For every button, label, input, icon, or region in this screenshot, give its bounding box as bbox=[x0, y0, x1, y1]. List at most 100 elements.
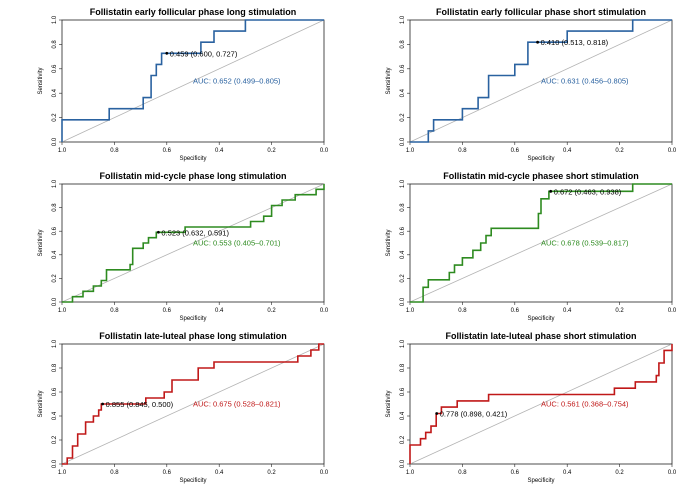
reference-diagonal bbox=[61, 19, 325, 143]
reference-diagonal bbox=[61, 343, 325, 465]
plot-frame bbox=[409, 19, 673, 143]
roc-curve-line bbox=[409, 344, 673, 464]
threshold-label: 0.410 (0.513, 0.818) bbox=[541, 38, 609, 47]
x-axis-label: Specificity bbox=[527, 316, 554, 322]
x-tick-label: 0.4 bbox=[563, 308, 572, 314]
y-tick-label: 0.6 bbox=[400, 226, 406, 235]
chart-title: Follistatin early follicular phase short… bbox=[436, 7, 646, 17]
y-tick-label: 0.2 bbox=[52, 113, 58, 122]
x-tick-label: 0.0 bbox=[668, 470, 677, 476]
reference-diagonal bbox=[409, 343, 673, 465]
x-tick-label: 0.2 bbox=[267, 308, 276, 314]
x-tick-label: 1.0 bbox=[58, 308, 67, 314]
roc-panel-2: Follistatin early follicular phase short… bbox=[386, 7, 677, 162]
x-tick-label: 0.6 bbox=[163, 470, 172, 476]
roc-panel-1: Follistatin early follicular phase long … bbox=[38, 7, 329, 162]
y-tick-label: 1.0 bbox=[52, 15, 58, 24]
chart-title: Follistatin late-luteal phase short stim… bbox=[445, 331, 636, 341]
y-tick-label: 0.4 bbox=[400, 88, 406, 97]
x-tick-label: 0.8 bbox=[458, 308, 467, 314]
threshold-point bbox=[157, 230, 160, 234]
threshold-label: 0.855 (0.845, 0.500) bbox=[106, 400, 174, 409]
x-tick-label: 0.6 bbox=[163, 308, 172, 314]
x-tick-label: 0.4 bbox=[215, 470, 224, 476]
y-tick-label: 1.0 bbox=[52, 179, 58, 188]
plot-frame bbox=[61, 183, 325, 303]
y-tick-label: 1.0 bbox=[52, 339, 58, 348]
auc-label: AUC: 0.561 (0.368–0.754) bbox=[541, 399, 629, 408]
y-tick-label: 0.0 bbox=[400, 137, 406, 146]
x-tick-label: 0.8 bbox=[110, 308, 119, 314]
x-tick-label: 0.2 bbox=[615, 148, 624, 154]
plot-frame bbox=[61, 19, 325, 143]
threshold-label: 0.672 (0.463, 0.938) bbox=[554, 187, 622, 196]
chart-title: Follistatin mid-cycle phase long stimula… bbox=[99, 171, 286, 181]
threshold-point bbox=[101, 402, 105, 406]
x-tick-label: 0.6 bbox=[511, 470, 520, 476]
y-tick-label: 0.6 bbox=[400, 387, 406, 396]
threshold-label: 0.523 (0.632, 0.591) bbox=[161, 228, 229, 237]
threshold-point bbox=[549, 189, 553, 193]
auc-label: AUC: 0.678 (0.539–0.817) bbox=[541, 238, 629, 247]
x-axis-label: Specificity bbox=[527, 478, 554, 484]
x-tick-label: 0.2 bbox=[615, 470, 624, 476]
y-tick-label: 0.2 bbox=[400, 435, 406, 444]
roc-panel-3: Follistatin mid-cycle phase long stimula… bbox=[38, 171, 329, 322]
y-tick-label: 0.6 bbox=[400, 64, 406, 73]
x-tick-label: 1.0 bbox=[58, 470, 67, 476]
plot-frame bbox=[61, 343, 325, 465]
plot-frame bbox=[409, 183, 673, 303]
x-tick-label: 1.0 bbox=[406, 470, 415, 476]
roc-curve-line bbox=[410, 19, 672, 143]
y-tick-label: 0.8 bbox=[52, 363, 58, 372]
auc-label: AUC: 0.675 (0.528–0.821) bbox=[193, 399, 281, 408]
y-tick-label: 0.6 bbox=[52, 226, 58, 235]
plot-frame bbox=[409, 343, 673, 465]
y-tick-label: 1.0 bbox=[400, 339, 406, 348]
x-tick-label: 1.0 bbox=[58, 148, 67, 154]
y-tick-label: 0.8 bbox=[400, 203, 406, 212]
roc-curve-line bbox=[61, 19, 324, 142]
y-tick-label: 1.0 bbox=[400, 15, 406, 24]
y-tick-label: 0.4 bbox=[52, 411, 58, 420]
y-tick-label: 0.2 bbox=[400, 274, 406, 283]
y-tick-label: 0.2 bbox=[52, 435, 58, 444]
x-tick-label: 0.2 bbox=[267, 148, 276, 154]
x-tick-label: 0.6 bbox=[511, 148, 520, 154]
reference-diagonal bbox=[409, 183, 673, 303]
y-axis-label: Sensitivity bbox=[38, 67, 44, 94]
x-tick-label: 0.0 bbox=[320, 148, 329, 154]
y-tick-label: 0.2 bbox=[400, 113, 406, 122]
x-tick-label: 0.4 bbox=[215, 308, 224, 314]
roc-panel-4: Follistatin mid-cycle phasee short stimu… bbox=[386, 171, 677, 322]
y-tick-label: 0.8 bbox=[400, 363, 406, 372]
y-tick-label: 0.8 bbox=[400, 40, 406, 49]
chart-title: Follistatin mid-cycle phasee short stimu… bbox=[443, 171, 639, 181]
y-axis-label: Sensitivity bbox=[386, 229, 392, 256]
roc-curve-line bbox=[410, 183, 672, 303]
x-tick-label: 1.0 bbox=[406, 308, 415, 314]
y-tick-label: 0.0 bbox=[400, 459, 406, 468]
x-axis-label: Specificity bbox=[179, 478, 206, 484]
threshold-label: 0.778 (0.898, 0.421) bbox=[440, 409, 508, 418]
reference-diagonal bbox=[61, 183, 325, 303]
auc-label: AUC: 0.553 (0.405–0.701) bbox=[193, 238, 281, 247]
y-axis-label: Sensitivity bbox=[386, 390, 392, 417]
x-tick-label: 0.8 bbox=[458, 148, 467, 154]
x-tick-label: 1.0 bbox=[406, 148, 415, 154]
auc-label: AUC: 0.631 (0.456–0.805) bbox=[541, 76, 629, 85]
x-tick-label: 0.8 bbox=[110, 148, 119, 154]
x-tick-label: 0.6 bbox=[163, 148, 172, 154]
x-tick-label: 0.0 bbox=[320, 470, 329, 476]
x-axis-label: Specificity bbox=[527, 156, 554, 162]
reference-diagonal bbox=[409, 19, 673, 143]
y-tick-label: 1.0 bbox=[400, 179, 406, 188]
roc-curve-line bbox=[62, 184, 325, 303]
y-tick-label: 0.4 bbox=[52, 88, 58, 97]
y-axis-label: Sensitivity bbox=[38, 229, 44, 256]
y-axis-label: Sensitivity bbox=[38, 390, 44, 417]
x-tick-label: 0.8 bbox=[110, 470, 119, 476]
roc-panel-5: Follistatin late-luteal phase long stimu… bbox=[38, 331, 329, 484]
y-tick-label: 0.0 bbox=[52, 459, 58, 468]
